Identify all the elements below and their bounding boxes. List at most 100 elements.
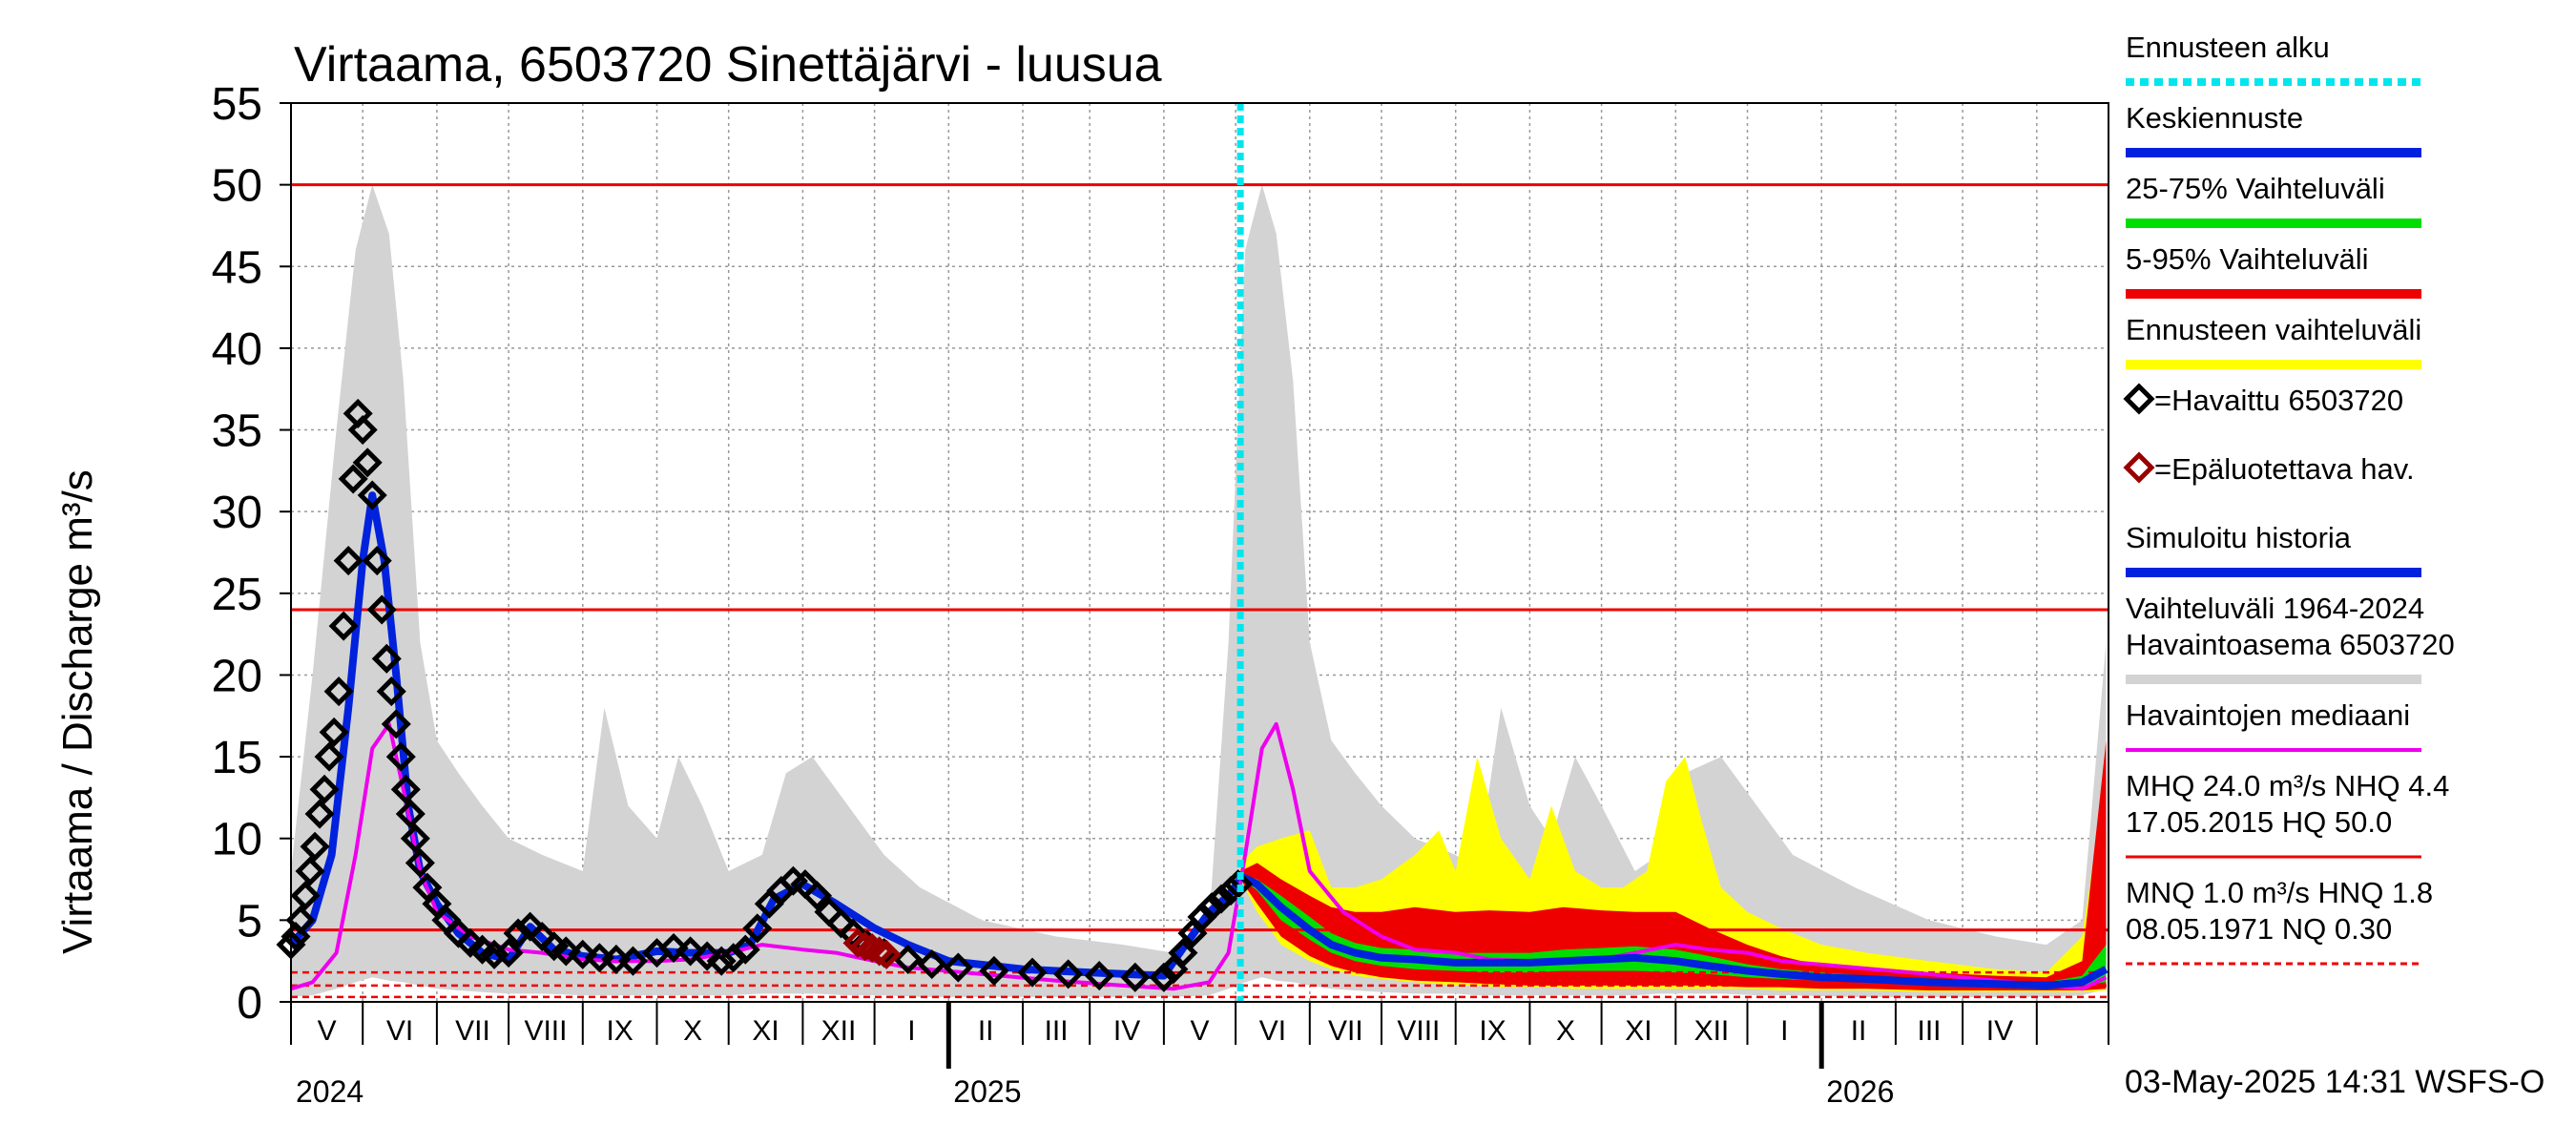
legend-label: Keskiennuste bbox=[2126, 101, 2303, 135]
marker-havaittu-6503720 bbox=[357, 480, 387, 510]
marker-havaittu-6503720 bbox=[503, 918, 533, 948]
legend-label: 5-95% Vaihteluväli bbox=[2126, 242, 2368, 276]
legend-diamond-icon bbox=[2123, 451, 2155, 484]
legend-label: Vaihteluväli 1964-2024 bbox=[2126, 592, 2424, 625]
marker-havaittu-6503720 bbox=[300, 831, 330, 862]
band-vaihteluv-li-1964-2024-havaintoasema-6503720 bbox=[291, 184, 2107, 997]
month-label: V bbox=[318, 1015, 337, 1047]
legend-item: 5-95% Vaihteluväli bbox=[2126, 242, 2421, 299]
y-tick-label: 35 bbox=[212, 406, 262, 457]
line-keskiennuste bbox=[1238, 872, 2109, 989]
marker-havaittu-6503720 bbox=[1187, 902, 1217, 932]
marker-havaittu-6503720 bbox=[347, 415, 378, 446]
marker-havaittu-6503720 bbox=[893, 944, 924, 975]
y-tick-label: 10 bbox=[212, 815, 262, 865]
marker-havaittu-6503720 bbox=[1223, 869, 1254, 900]
month-label: IV bbox=[1986, 1015, 2013, 1047]
month-label: IX bbox=[1479, 1015, 1506, 1047]
marker-havaittu-6503720 bbox=[658, 932, 689, 964]
legend-item: MHQ 24.0 m³/s NHQ 4.417.05.2015 HQ 50.0 bbox=[2126, 769, 2449, 859]
marker-havaittu-6503720 bbox=[400, 823, 430, 854]
month-label: I bbox=[1780, 1015, 1788, 1047]
marker-havaittu-6503720 bbox=[304, 799, 335, 829]
legend-label: Simuloitu historia bbox=[2126, 521, 2352, 554]
y-tick-label: 50 bbox=[212, 161, 262, 212]
month-label: I bbox=[907, 1015, 915, 1047]
marker-havaittu-6503720 bbox=[352, 448, 383, 478]
year-label: 2025 bbox=[953, 1074, 1021, 1109]
month-label: V bbox=[1190, 1015, 1209, 1047]
y-tick-label: 40 bbox=[212, 324, 262, 375]
month-label: VI bbox=[386, 1015, 413, 1047]
month-label: XI bbox=[752, 1015, 779, 1047]
marker-havaittu-6503720 bbox=[979, 955, 1009, 986]
year-label: 2026 bbox=[1826, 1074, 1894, 1109]
marker-havaittu-6503720 bbox=[338, 464, 368, 494]
month-label: VI bbox=[1259, 1015, 1286, 1047]
y-tick-label: 20 bbox=[212, 651, 262, 701]
month-label: II bbox=[1851, 1015, 1867, 1047]
legend-diamond-icon bbox=[2123, 383, 2155, 415]
marker-ep-luotettava-hav bbox=[864, 936, 895, 967]
marker-havaittu-6503720 bbox=[362, 546, 392, 576]
month-label: XI bbox=[1625, 1015, 1652, 1047]
marker-havaittu-6503720 bbox=[390, 774, 421, 804]
month-label: III bbox=[1045, 1015, 1069, 1047]
marker-havaittu-6503720 bbox=[381, 709, 411, 739]
marker-havaittu-6503720 bbox=[366, 594, 397, 625]
month-label: II bbox=[978, 1015, 994, 1047]
legend-label: =Epäluotettava hav. bbox=[2154, 452, 2415, 486]
month-label: XII bbox=[821, 1015, 857, 1047]
legend-label: Ennusteen alku bbox=[2126, 31, 2330, 64]
marker-havaittu-6503720 bbox=[1149, 962, 1179, 992]
marker-havaittu-6503720 bbox=[371, 643, 402, 674]
marker-havaittu-6503720 bbox=[285, 905, 316, 935]
marker-havaittu-6503720 bbox=[309, 774, 340, 804]
marker-havaittu-6503720 bbox=[1206, 884, 1236, 914]
legend-label: MNQ 1.0 m³/s HNQ 1.8 bbox=[2126, 876, 2433, 909]
y-tick-label: 15 bbox=[212, 733, 262, 783]
marker-havaittu-6503720 bbox=[706, 946, 737, 976]
legend-item: 25-75% Vaihteluväli bbox=[2126, 172, 2421, 228]
marker-havaittu-6503720 bbox=[280, 921, 311, 952]
marker-havaittu-6503720 bbox=[917, 949, 947, 980]
marker-havaittu-6503720 bbox=[1084, 961, 1114, 991]
y-tick-label: 0 bbox=[237, 978, 262, 1029]
month-label: VIII bbox=[524, 1015, 567, 1047]
marker-havaittu-6503720 bbox=[290, 881, 321, 911]
legend-item: Ennusteen vaihteluväli bbox=[2126, 313, 2421, 369]
chart-title: Virtaama, 6503720 Sinettäjärvi - luusua bbox=[294, 37, 1162, 93]
marker-havaittu-6503720 bbox=[319, 717, 349, 747]
month-label: X bbox=[1556, 1015, 1575, 1047]
marker-ep-luotettava-hav bbox=[842, 927, 873, 958]
marker-havaittu-6503720 bbox=[323, 677, 354, 707]
legend-item: Havaintojen mediaani bbox=[2126, 698, 2421, 752]
legend-label: 08.05.1971 NQ 0.30 bbox=[2126, 912, 2392, 946]
legend-label: Havaintojen mediaani bbox=[2126, 698, 2410, 732]
marker-havaittu-6503720 bbox=[1017, 957, 1048, 988]
month-label: VII bbox=[1328, 1015, 1363, 1047]
legend-label: Havaintoasema 6503720 bbox=[2126, 628, 2455, 661]
marker-havaittu-6503720 bbox=[376, 677, 406, 707]
marker-havaittu-6503720 bbox=[692, 941, 722, 971]
marker-havaittu-6503720 bbox=[1196, 892, 1227, 923]
legend-item: Keskiennuste bbox=[2126, 101, 2421, 157]
footer-timestamp: 03-May-2025 14:31 WSFS-O bbox=[2125, 1064, 2545, 1100]
month-label: VIII bbox=[1397, 1015, 1440, 1047]
month-label: XII bbox=[1694, 1015, 1730, 1047]
legend-label: Ennusteen vaihteluväli bbox=[2126, 313, 2421, 346]
marker-ep-luotettava-hav bbox=[850, 931, 881, 962]
marker-havaittu-6503720 bbox=[801, 881, 832, 911]
month-label: IV bbox=[1113, 1015, 1140, 1047]
legend-item: Simuloitu historia bbox=[2126, 521, 2421, 577]
marker-havaittu-6503720 bbox=[1053, 959, 1084, 989]
month-label: X bbox=[683, 1015, 702, 1047]
month-label: III bbox=[1917, 1015, 1941, 1047]
marker-ep-luotettava-hav bbox=[871, 939, 902, 969]
marker-havaittu-6503720 bbox=[328, 611, 359, 641]
marker-havaittu-6503720 bbox=[943, 952, 973, 983]
y-tick-label: 25 bbox=[212, 570, 262, 620]
y-tick-label: 45 bbox=[212, 242, 262, 293]
